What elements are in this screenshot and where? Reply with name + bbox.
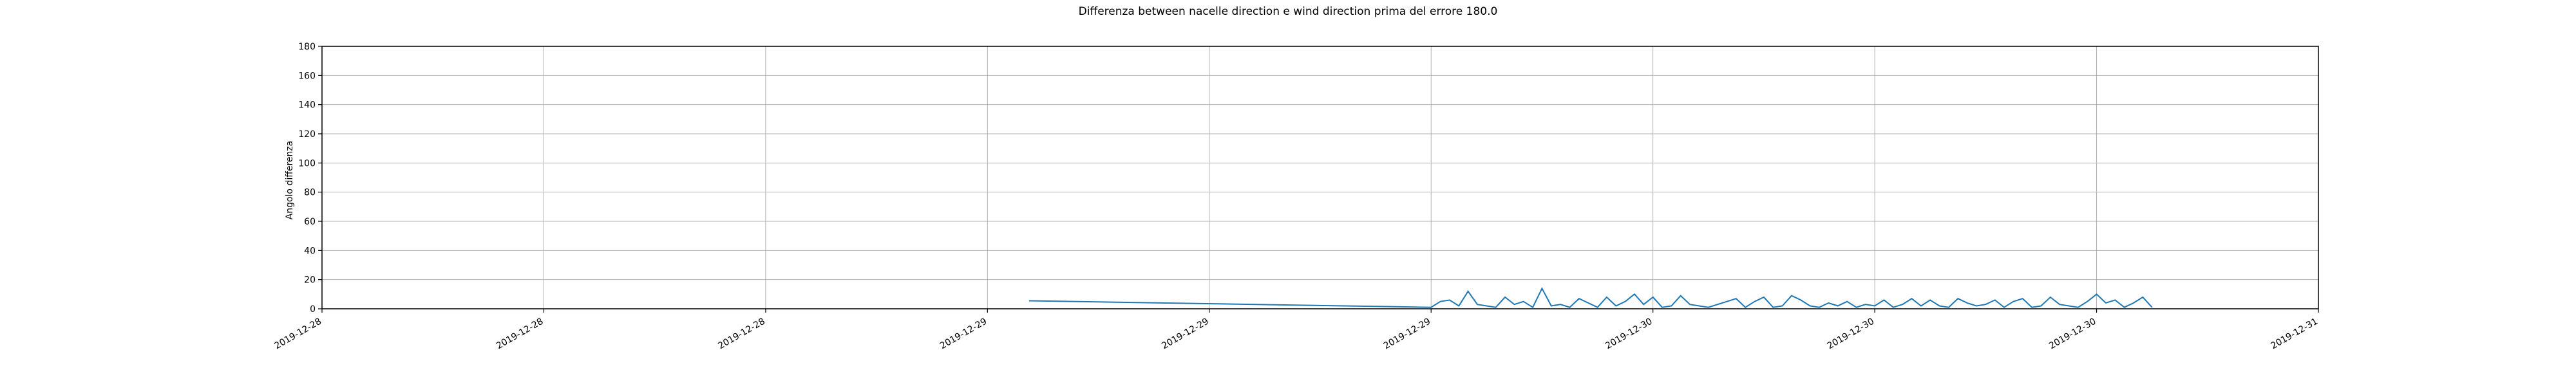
x-tick-label: 2019-12-29	[1382, 317, 1432, 352]
x-tick-label: 2019-12-28	[716, 317, 766, 352]
chart-title: Differenza between nacelle direction e w…	[1078, 5, 1498, 18]
x-tick-label: 2019-12-30	[1826, 317, 1876, 352]
y-tick-label: 120	[298, 129, 316, 140]
x-tick-label: 2019-12-31	[2269, 317, 2320, 352]
x-tick-label: 2019-12-28	[495, 317, 545, 352]
x-tick-label: 2019-12-29	[938, 317, 989, 352]
x-tick-label: 2019-12-29	[1160, 317, 1210, 352]
y-tick-label: 20	[304, 275, 316, 286]
x-axis-ticks: 2019-12-28 2019-12-28 2019-12-28 2019-12-29…	[273, 309, 2320, 351]
x-tick-label: 2019-12-30	[2047, 317, 2098, 352]
x-tick-label: 2019-12-30	[1604, 317, 1654, 352]
y-tick-label: 0	[310, 304, 316, 315]
y-tick-label: 100	[298, 158, 316, 169]
y-axis-ticks: 0 20 40 60 80 100 120 140 160 180	[298, 42, 322, 315]
grid-lines	[321, 46, 2319, 309]
y-tick-label: 80	[304, 188, 316, 198]
series-group	[1028, 287, 2153, 309]
y-tick-label: 180	[298, 42, 316, 52]
x-tick-label: 2019-12-28	[273, 317, 323, 352]
y-tick-label: 160	[298, 71, 316, 81]
y-tick-label: 40	[304, 246, 316, 256]
y-tick-label: 60	[304, 217, 316, 227]
series-line	[1028, 287, 2153, 309]
plot-frame	[321, 46, 2319, 309]
y-tick-label: 140	[298, 100, 316, 111]
